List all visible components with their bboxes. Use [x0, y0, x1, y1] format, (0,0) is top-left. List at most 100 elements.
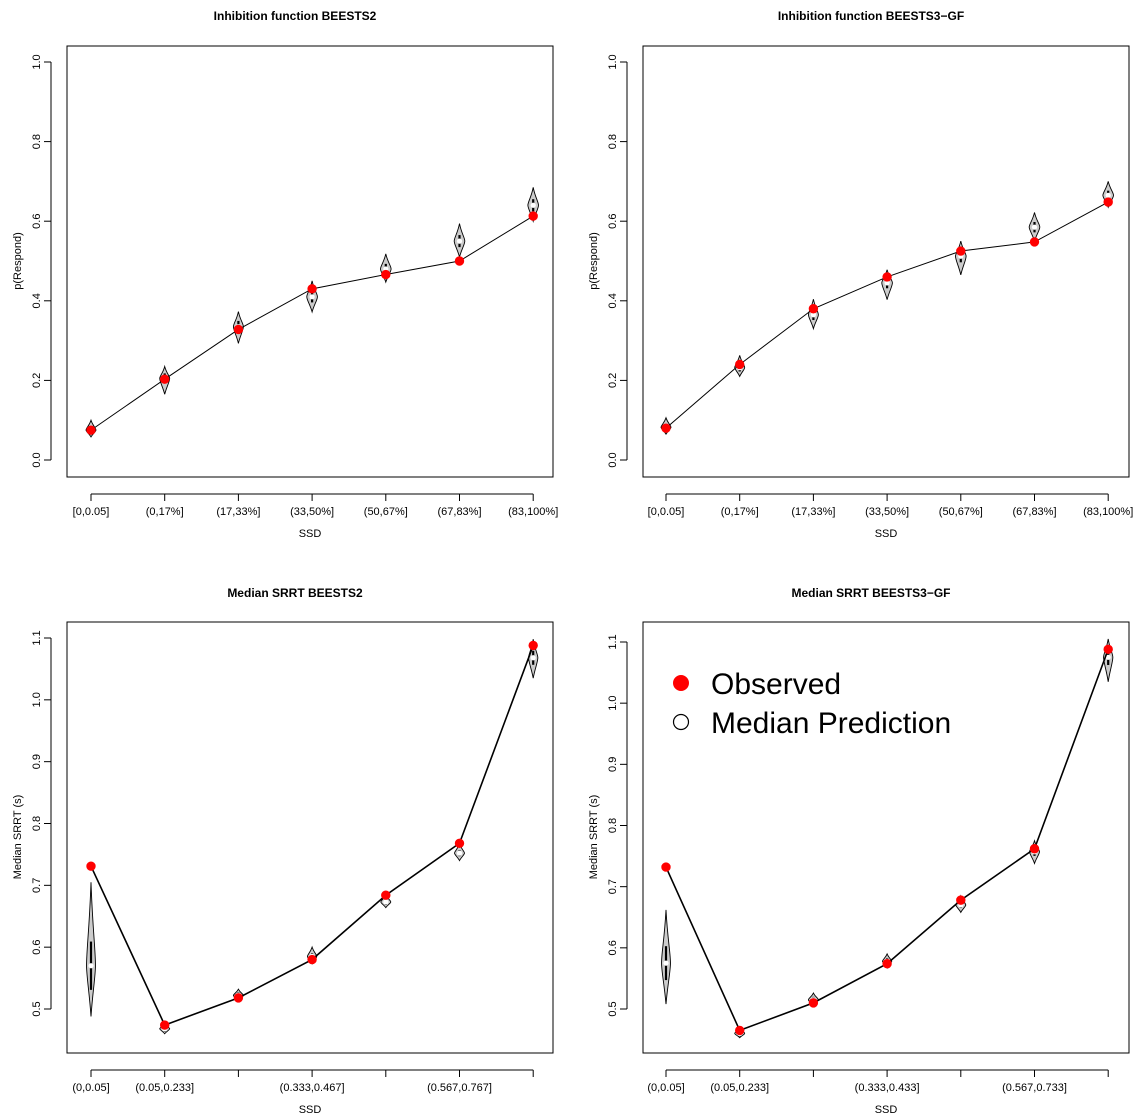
x-tick-labels: [0,0.05] (0,17%] (17,33%] (33,50%] (50,6…	[73, 506, 559, 518]
observed-point	[956, 895, 966, 905]
observed-point	[882, 272, 892, 282]
y-tick-label: 0.4	[607, 293, 619, 308]
y-tick-label: 0.8	[31, 816, 43, 831]
y-axis-label: Median SRRT (s)	[12, 795, 24, 880]
observed-point	[233, 993, 244, 1003]
x-tick-label: (0.567,0.767]	[427, 1082, 492, 1094]
y-axis-label: Median SRRT (s)	[588, 795, 600, 880]
chart-title: Median SRRT BEESTS3−GF	[791, 586, 950, 600]
prediction-violin	[86, 882, 96, 1017]
legend-observed-marker	[673, 675, 689, 691]
observed-point	[528, 640, 538, 651]
x-tick-label: (83,100%]	[508, 506, 558, 518]
y-tick-label: 0.0	[607, 452, 619, 467]
observed-point	[307, 954, 317, 965]
x-tick-label: (83,100%]	[1083, 506, 1133, 518]
y-tick-label: 0.8	[607, 134, 619, 149]
observed-point	[381, 269, 391, 280]
observed-point	[86, 861, 96, 871]
observed-point	[233, 324, 244, 335]
observed-point	[381, 890, 391, 900]
y-axis-label: p(Respond)	[12, 232, 24, 289]
plot-marks	[660, 181, 1114, 436]
x-axis-label: SSD	[299, 1104, 322, 1116]
observed-point	[1103, 644, 1113, 655]
plot-frame	[642, 45, 1130, 478]
y-tick-label: 0.7	[31, 878, 43, 893]
y-tick-labels: 0.5 0.6 0.7 0.8 0.9 1.0 1.1	[31, 630, 43, 1016]
x-tick-label: (0,17%]	[721, 506, 759, 518]
x-tick-label: (0.333,0.433]	[855, 1082, 920, 1094]
observed-point	[808, 998, 819, 1008]
observed-point	[956, 246, 966, 256]
y-tick-label: 0.2	[31, 373, 43, 388]
y-tick-label: 0.9	[607, 757, 619, 772]
y-tick-label: 0.6	[607, 214, 619, 229]
observed-point	[307, 284, 317, 294]
prediction-violin	[454, 842, 465, 862]
prediction-median-point	[309, 294, 315, 300]
x-tick-label: [0,0.05]	[648, 506, 685, 518]
y-tick-label: 0.5	[31, 1001, 43, 1016]
y-tick-labels: 0.5 0.6 0.7 0.8 0.9 1.0 1.1	[607, 634, 619, 1016]
prediction-violin	[453, 223, 466, 259]
legend: Observed Median Prediction	[672, 668, 951, 740]
panel-median-srrt-beests3-gf: Median SRRT BEESTS3−GF 0.5 0.6 0.7 0.8 0…	[588, 586, 1130, 1116]
plot-marks	[661, 638, 1114, 1039]
y-tick-label: 1.0	[607, 54, 619, 69]
observed-point	[882, 959, 892, 969]
y-tick-labels: 0.0 0.2 0.4 0.6 0.8 1.0	[31, 54, 43, 467]
prediction-median-point	[1031, 224, 1038, 230]
prediction-median-point	[456, 238, 463, 244]
x-tick-label: (0.567,0.733]	[1002, 1082, 1067, 1094]
observed-point	[454, 256, 465, 266]
x-tick-label: (67,83%]	[1012, 506, 1056, 518]
prediction-median-point	[1105, 654, 1111, 660]
panel-inhibition-beests2: Inhibition function BEESTS2 0.0 0.2 0.4 …	[12, 9, 558, 540]
observed-line	[665, 201, 1109, 429]
prediction-median-point	[456, 850, 463, 856]
observed-point	[661, 423, 671, 433]
prediction-violin	[380, 893, 392, 909]
y-tick-label: 0.6	[607, 940, 619, 955]
y-tick-label: 0.7	[607, 879, 619, 894]
x-tick-label: (33,50%]	[290, 506, 334, 518]
plot-frame	[642, 621, 1130, 1054]
y-axis-label: p(Respond)	[588, 232, 600, 289]
x-tick-label: (50,67%]	[939, 506, 983, 518]
plot-marks	[86, 639, 539, 1035]
observed-line	[90, 645, 534, 1027]
x-tick-label: (17,33%]	[791, 506, 835, 518]
y-tick-label: 0.2	[607, 373, 619, 388]
y-tick-label: 1.1	[31, 630, 43, 645]
observed-point	[661, 862, 671, 872]
x-tick-label: (0,0.05]	[647, 1082, 684, 1094]
observed-point	[808, 304, 819, 314]
observed-point	[735, 1025, 745, 1036]
plot-marks	[85, 187, 539, 438]
observed-point	[454, 838, 465, 848]
y-tick-label: 1.0	[31, 692, 43, 707]
y-tick-label: 0.4	[31, 293, 43, 308]
prediction-violin	[955, 241, 967, 276]
panel-median-srrt-beests2: Median SRRT BEESTS2 0.5 0.6 0.7 0.8 0.9 …	[12, 586, 554, 1116]
observed-point	[1029, 237, 1040, 247]
prediction-violin	[1028, 212, 1041, 243]
y-tick-labels: 0.0 0.2 0.4 0.6 0.8 1.0	[607, 54, 619, 467]
y-tick-label: 1.0	[31, 54, 43, 69]
x-tick-labels: [0,0.05] (0,17%] (17,33%] (33,50%] (50,6…	[648, 506, 1134, 518]
observed-point	[160, 1020, 170, 1030]
prediction-median-point	[1105, 192, 1111, 198]
legend-prediction-label: Median Prediction	[711, 707, 951, 740]
prediction-median-point	[530, 202, 536, 208]
prediction-median-point	[884, 280, 890, 286]
y-tick-label: 0.0	[31, 452, 43, 467]
x-tick-label: (0,17%]	[146, 506, 184, 518]
x-tick-label: (0.05,0.233]	[710, 1082, 769, 1094]
observed-point	[1029, 844, 1040, 854]
y-tick-label: 0.6	[31, 940, 43, 955]
chart-title: Median SRRT BEESTS2	[227, 586, 363, 600]
x-tick-label: (33,50%]	[865, 506, 909, 518]
y-tick-label: 0.8	[607, 818, 619, 833]
legend-prediction-marker	[672, 713, 690, 731]
